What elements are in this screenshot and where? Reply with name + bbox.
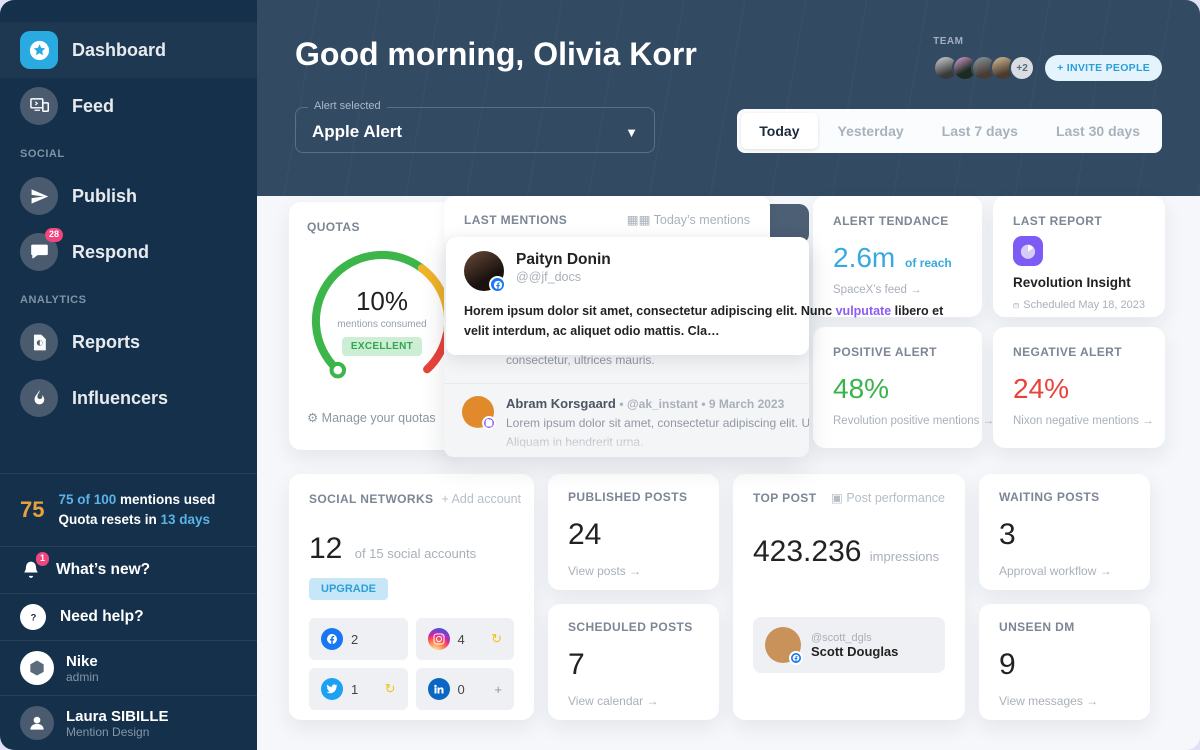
- svg-text:?: ?: [30, 612, 36, 622]
